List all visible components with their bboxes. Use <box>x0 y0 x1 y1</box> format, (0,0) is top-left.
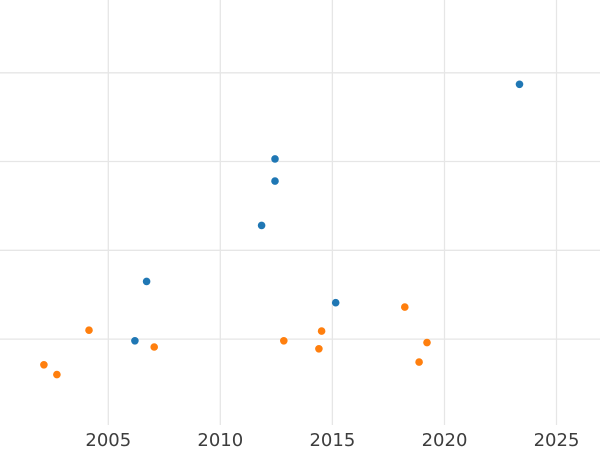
data-point-blue <box>515 80 524 89</box>
data-point-blue <box>257 221 266 230</box>
data-point-orange <box>53 370 61 379</box>
x-tick-label: 2025 <box>534 430 580 450</box>
x-tick-label: 2005 <box>85 430 131 450</box>
x-tick-label: 2010 <box>197 430 243 450</box>
data-point-orange <box>40 361 48 369</box>
data-point-orange <box>150 343 158 351</box>
data-point-orange <box>315 345 323 353</box>
data-point-blue <box>131 337 139 345</box>
data-point-orange <box>85 326 93 335</box>
data-point-orange <box>401 303 409 311</box>
x-tick-label: 2020 <box>422 430 468 450</box>
data-point-blue <box>271 177 279 185</box>
data-point-orange <box>317 327 326 335</box>
data-point-orange <box>280 337 288 345</box>
data-point-blue <box>331 298 340 307</box>
data-point-blue <box>142 277 151 286</box>
data-point-orange <box>423 338 431 347</box>
x-tick-label: 2015 <box>309 430 355 450</box>
data-point-blue <box>271 155 279 163</box>
data-point-orange <box>415 358 423 366</box>
